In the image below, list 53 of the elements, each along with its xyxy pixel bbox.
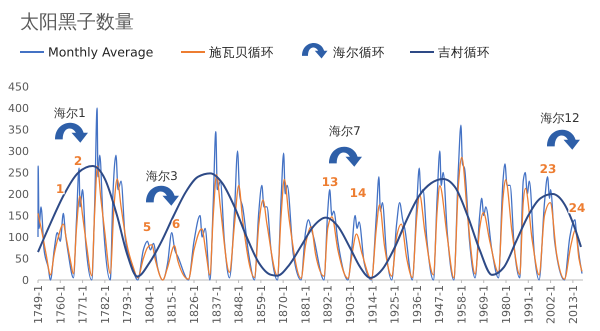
annotation: 海尔12 [540,111,580,125]
line-series [37,107,583,281]
annotation: 14 [350,186,366,200]
annotation: 海尔1 [54,106,86,120]
chart-title: 太阳黑子数量 [20,11,134,33]
x-tick-label: 1870-1 [277,285,290,324]
x-tick-label: 1958-1 [455,285,468,324]
y-tick-label: 250 [8,166,29,180]
x-tick-label: 1848-1 [232,285,246,324]
x-tick-label: 1760-1 [54,285,68,324]
x-tick-label: 1859-1 [254,285,268,324]
legend-label: 吉村循环 [438,44,490,60]
annotation: 2 [74,154,82,168]
annotation: 1 [56,182,64,196]
x-tick-label: 1793-1 [121,285,134,324]
x-tick-label: 1925-1 [388,285,402,324]
legend-label: 施瓦贝循环 [209,44,274,60]
x-tick-label: 1826-1 [188,285,202,324]
annotation: 海尔3 [146,169,178,183]
x-tick-label: 1749-1 [32,285,45,324]
x-tick-label: 1837-1 [210,285,224,324]
x-tick-label: 1804-1 [143,285,156,324]
text: 海尔循环 [333,44,385,60]
x-tick-label: 1980-1 [500,285,514,324]
x-tick-label: 2013-1 [566,285,580,324]
x-tick-label: 1947-1 [433,285,446,324]
annotation: 海尔7 [329,124,361,138]
x-tick-label: 1881-1 [299,285,312,324]
x-tick-label: 1969-1 [478,285,491,324]
x-tick-label: 1771-1 [76,285,90,324]
y-tick-label: 350 [8,124,29,136]
x-tick-label: 1782-1 [98,285,112,324]
legend-label: Monthly Average [48,44,154,60]
x-tick-label: 1903-1 [344,285,358,324]
y-tick-label: 400 [8,102,29,115]
x-tick-label: 1936-1 [410,285,424,324]
x-tick-label: 1892-1 [322,285,335,324]
y-tick-label: 0 [22,274,29,287]
x-tick-label: 1991-1 [522,285,536,324]
annotation: 13 [322,175,338,189]
y-tick-label: 50 [15,252,29,266]
y-tick-label: 150 [8,210,29,222]
annotation: 24 [568,201,586,215]
x-tick-label: 1914-1 [366,285,380,324]
y-tick-label: 300 [8,145,29,158]
annotation: 6 [172,217,180,231]
annotation: 5 [142,220,152,234]
x-tick-label: 1815-1 [166,285,179,324]
y-tick-label: 450 [8,80,29,94]
x-tick-label: 2002-1 [544,285,558,324]
annotation: 23 [540,162,556,176]
y-tick-label: 200 [8,188,29,201]
y-tick-label: 100 [8,231,29,244]
